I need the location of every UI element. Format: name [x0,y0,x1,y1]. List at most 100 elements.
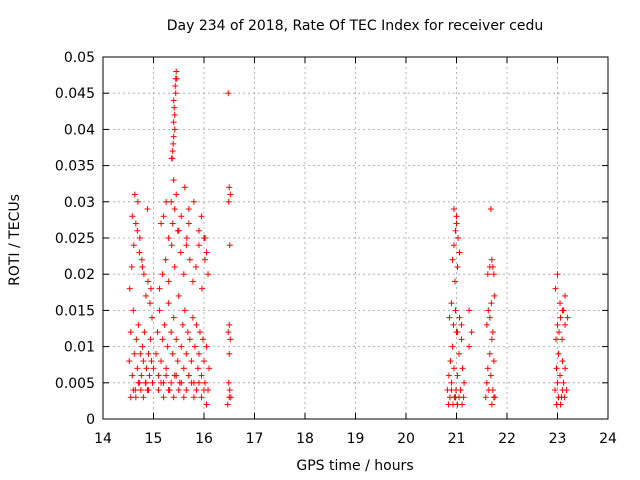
y-tick-labels: 0 0.005 0.01 0.015 0.02 0.025 0.03 0.035 0.04 0.0… [55,50,95,428]
data-point [183,350,190,357]
data-point [193,387,200,394]
data-point [150,365,157,372]
data-point [134,198,141,205]
data-point [165,278,172,285]
data-point [225,329,232,336]
y-tick-label: 0.035 [55,159,95,175]
data-point [206,365,213,372]
data-point [225,379,232,386]
data-point [557,401,564,408]
data-point [559,358,566,365]
data-point [226,242,233,249]
data-point [186,256,193,263]
data-point [202,379,209,386]
data-point [488,336,495,343]
data-point [556,329,563,336]
y-tick-label: 0.03 [64,195,95,211]
data-point [201,358,207,365]
data-point [171,206,178,213]
data-point [554,321,561,328]
data-point [169,148,176,155]
data-point [162,256,169,263]
data-point [205,271,212,278]
x-tick-label: 17 [246,431,264,447]
data-point [173,75,180,82]
ticks [102,56,609,420]
data-point [226,350,233,357]
data-point [484,365,491,372]
data-point [170,97,177,104]
data-point [459,365,466,372]
data-point [144,278,151,285]
data-point [193,321,200,328]
data-point [175,227,182,234]
data-point [159,336,166,343]
data-point [488,401,495,408]
data-point [130,387,137,394]
data-point [456,350,463,357]
data-point [144,206,151,213]
data-point [192,263,199,270]
data-point [460,394,467,401]
data-point [136,235,143,241]
data-point [169,220,176,227]
data-point [148,314,155,321]
data-point [133,336,140,343]
data-point [170,394,177,401]
data-point [171,104,178,111]
data-point [488,300,495,307]
data-points [126,68,571,408]
data-point [468,329,475,336]
data-point [129,372,136,379]
data-point [139,343,146,350]
data-point [447,358,454,365]
data-point [175,387,182,394]
data-point [178,379,185,386]
data-point [137,350,144,357]
data-point [551,387,558,394]
data-point [227,394,234,401]
data-point [450,365,457,372]
data-point [227,191,234,198]
data-point [173,191,180,198]
data-point [131,191,138,198]
data-point [488,256,495,263]
data-point [134,365,141,372]
data-point [203,343,210,350]
data-point [178,213,185,220]
data-point [198,372,205,379]
data-point [485,307,492,314]
data-point [226,321,233,328]
data-point [165,387,172,394]
data-point [452,307,459,314]
data-point [137,387,144,394]
data-point [189,314,196,321]
data-point [202,256,209,263]
data-point [487,206,494,213]
data-point [561,394,568,401]
x-tick-label: 18 [296,431,314,447]
data-point [145,350,152,357]
data-point [171,126,178,133]
data-point [140,394,147,401]
data-point [489,263,496,270]
data-point [490,271,497,278]
data-point [490,358,497,365]
data-point [159,271,166,278]
x-tick-label: 24 [599,431,617,447]
data-point [457,387,464,394]
data-point [199,336,206,343]
x-tick-label: 15 [145,431,163,447]
data-point [180,394,187,401]
data-point [169,350,176,357]
data-point [448,300,455,307]
data-point [153,350,160,357]
data-point [178,343,185,350]
y-tick-label: 0.015 [55,303,95,319]
data-point [132,394,139,401]
data-point [183,235,190,241]
data-point [174,358,181,365]
data-point [130,307,137,314]
y-axis-label: ROTI / TECUs [7,194,23,286]
data-point [454,263,461,270]
